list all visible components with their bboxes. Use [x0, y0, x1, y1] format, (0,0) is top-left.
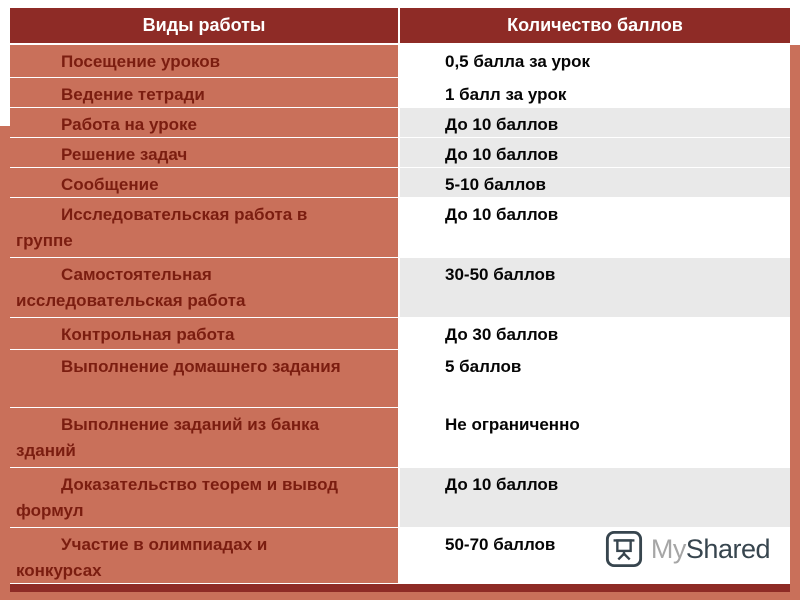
slide-left-margin: [0, 0, 10, 126]
logo-text-prefix: My: [650, 533, 687, 564]
table-row: Исследовательская работа в группе До 10 …: [10, 198, 790, 258]
points-table: Виды работы Количество баллов Посещение …: [10, 8, 790, 592]
column-header-work: Виды работы: [10, 8, 400, 43]
myshared-logo-text: MyShared: [650, 533, 771, 565]
work-cell: Участие в олимпиадах и конкурсах: [10, 528, 400, 584]
points-cell: 5 баллов: [400, 350, 790, 408]
slide-bottom-accent-bar: [10, 584, 790, 592]
work-cell: Исследовательская работа в группе: [10, 198, 400, 258]
points-cell: До 10 баллов: [400, 108, 790, 138]
points-cell: 5-10 баллов: [400, 168, 790, 198]
table-row: Ведение тетради 1 балл за урок: [10, 78, 790, 108]
work-cell: Контрольная работа: [10, 318, 400, 350]
myshared-logo[interactable]: MyShared: [600, 528, 774, 570]
points-cell: 30-50 баллов: [400, 258, 790, 318]
presentation-screen-icon: [605, 530, 643, 568]
points-cell: Не ограниченно: [400, 408, 790, 468]
table-row: Самостоятельная исследовательская работа…: [10, 258, 790, 318]
table-row: Выполнение заданий из банка зданий Не ог…: [10, 408, 790, 468]
table-row: Решение задач До 10 баллов: [10, 138, 790, 168]
work-cell: Ведение тетради: [10, 78, 400, 108]
points-cell: 0,5 балла за урок: [400, 45, 790, 78]
column-header-points: Количество баллов: [507, 15, 683, 35]
points-cell: 1 балл за урок: [400, 78, 790, 108]
work-cell: Работа на уроке: [10, 108, 400, 138]
logo-text-suffix: Shared: [685, 533, 771, 564]
points-cell: До 10 баллов: [400, 468, 790, 528]
table-header-row: Виды работы Количество баллов: [10, 8, 790, 45]
table-row: Работа на уроке До 10 баллов: [10, 108, 790, 138]
work-cell: Доказательство теорем и вывод формул: [10, 468, 400, 528]
table-row: Сообщение 5-10 баллов: [10, 168, 790, 198]
work-cell: Выполнение заданий из банка зданий: [10, 408, 400, 468]
work-cell: Решение задач: [10, 138, 400, 168]
table-row: Контрольная работа До 30 баллов: [10, 318, 790, 350]
work-cell: Сообщение: [10, 168, 400, 198]
table-body: Посещение уроков 0,5 балла за урок Веден…: [10, 45, 790, 584]
work-cell: Выполнение домашнего задания: [10, 350, 400, 408]
points-cell: До 10 баллов: [400, 198, 790, 258]
work-cell: Самостоятельная исследовательская работа: [10, 258, 400, 318]
points-cell: До 30 баллов: [400, 318, 790, 350]
table-row: Участие в олимпиадах и конкурсах 50-70 б…: [10, 528, 790, 584]
points-cell: До 10 баллов: [400, 138, 790, 168]
table-row: Выполнение домашнего задания 5 баллов: [10, 350, 790, 408]
table-row: Посещение уроков 0,5 балла за урок: [10, 45, 790, 78]
table-row: Доказательство теорем и вывод формул До …: [10, 468, 790, 528]
work-cell: Посещение уроков: [10, 45, 400, 78]
